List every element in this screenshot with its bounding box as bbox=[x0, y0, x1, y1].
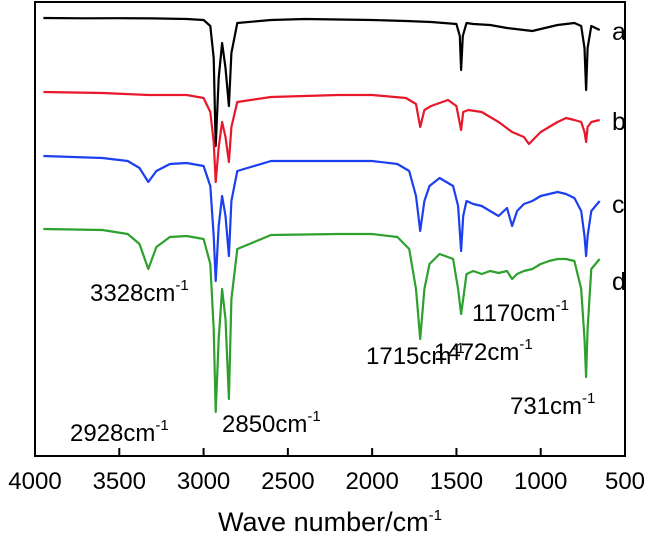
peak-label-731: 731cm-1 bbox=[510, 390, 595, 420]
series-label-a: a bbox=[612, 18, 626, 46]
peak-label-1715: 1715cm-1 bbox=[366, 340, 465, 370]
series-line-c bbox=[43, 154, 601, 283]
x-tick-label-2500: 2500 bbox=[261, 468, 314, 495]
x-axis-title: Wave number/cm-1 bbox=[218, 507, 442, 537]
plot-frame bbox=[34, 1, 626, 457]
x-tick-label-3000: 3000 bbox=[177, 468, 230, 495]
series-label-c: c bbox=[612, 191, 625, 219]
x-axis-title-sup: -1 bbox=[429, 507, 442, 524]
series-label-d: d bbox=[612, 268, 626, 296]
x-tick-label-2000: 2000 bbox=[345, 468, 398, 495]
x-tick-label-4000: 4000 bbox=[8, 468, 61, 495]
peak-label-3328: 3328cm-1 bbox=[90, 277, 189, 307]
series-layer bbox=[43, 16, 601, 414]
x-tick-label-3500: 3500 bbox=[93, 468, 146, 495]
peak-label-1472: 1472cm-1 bbox=[434, 336, 533, 366]
x-axis: 4000 3500 3000 2500 2000 1500 1000 500 bbox=[8, 448, 645, 495]
x-axis-title-text: Wave number/cm bbox=[218, 507, 429, 537]
peak-label-2850: 2850cm-1 bbox=[222, 408, 321, 438]
series-labels: a b c d bbox=[612, 18, 626, 296]
series-line-b bbox=[43, 90, 600, 184]
x-tick-label-1500: 1500 bbox=[430, 468, 483, 495]
peak-label-1170: 1170cm-1 bbox=[472, 297, 569, 327]
series-line-a bbox=[43, 16, 601, 148]
series-label-b: b bbox=[612, 108, 626, 136]
series-line-d bbox=[43, 227, 601, 414]
peak-annotations: 3328cm-1 2928cm-1 2850cm-1 1715cm-11472cm-1… bbox=[70, 277, 595, 447]
x-tick-label-1000: 1000 bbox=[514, 468, 567, 495]
peak-label-2928: 2928cm-1 bbox=[70, 417, 169, 447]
x-tick-label-500: 500 bbox=[605, 468, 645, 495]
